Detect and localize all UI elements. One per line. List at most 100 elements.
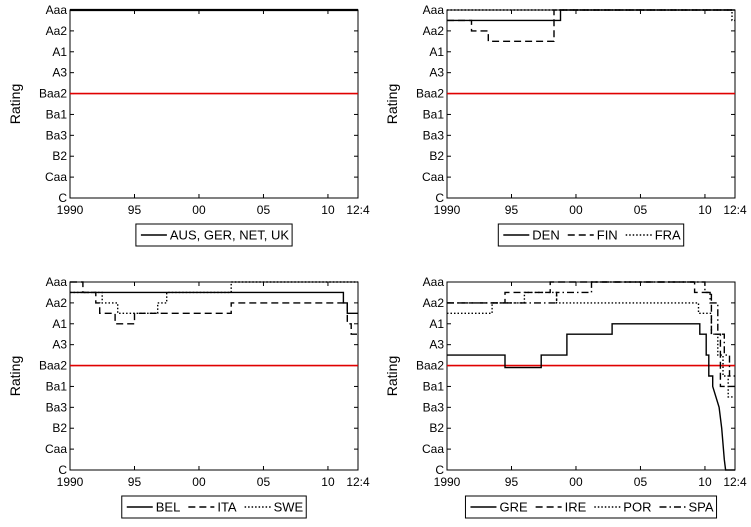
- y-axis-label: Rating: [7, 356, 23, 396]
- x-tick-label: 10: [698, 203, 712, 217]
- y-tick-label: Aa2: [423, 296, 445, 310]
- series-line-fin: [447, 9, 735, 42]
- x-tick-label: 00: [569, 203, 583, 217]
- x-tick-label: 1990: [57, 203, 84, 217]
- plot-area: [446, 9, 736, 199]
- x-tick-label: 95: [128, 203, 142, 217]
- x-tick-label: 00: [569, 475, 583, 489]
- y-tick-label: C: [58, 191, 67, 205]
- plot-area: [446, 281, 736, 471]
- legend-item: FRA: [625, 228, 681, 243]
- y-tick-label: Caa: [45, 442, 67, 456]
- x-tick-label: 12:4: [346, 203, 370, 217]
- legend-label: FRA: [655, 228, 681, 243]
- y-axis-label: Rating: [7, 84, 23, 124]
- x-tick-label: 05: [634, 203, 648, 217]
- y-tick-label: Aa2: [423, 24, 445, 38]
- x-tick-label: 10: [321, 203, 335, 217]
- y-tick-label: C: [435, 191, 444, 205]
- legend-label: FIN: [597, 228, 618, 243]
- series-line-spa: [447, 281, 735, 377]
- legend-item: BEL: [126, 500, 181, 515]
- y-tick-label: Baa2: [39, 87, 67, 101]
- x-tick-label: 95: [128, 475, 142, 489]
- y-tick-label: Aa2: [46, 24, 68, 38]
- legend-label: ITA: [217, 500, 237, 515]
- y-tick-label: Ba3: [423, 128, 445, 142]
- series-line-gre: [447, 323, 735, 471]
- y-tick-label: B2: [52, 421, 67, 435]
- legend: DEN FIN FRA: [497, 223, 685, 247]
- legend-label: DEN: [532, 228, 559, 243]
- y-tick-label: B2: [429, 149, 444, 163]
- y-tick-label: C: [58, 463, 67, 477]
- y-tick-label: Ba3: [46, 128, 68, 142]
- y-tick-label: Aaa: [423, 3, 445, 17]
- x-tick-label: 95: [505, 203, 519, 217]
- y-tick-label: Ba3: [46, 400, 68, 414]
- y-tick-label: Baa2: [416, 359, 444, 373]
- y-tick-label: B2: [52, 149, 67, 163]
- y-tick-label: A3: [52, 338, 67, 352]
- y-tick-label: A3: [52, 66, 67, 80]
- x-tick-label: 00: [192, 475, 206, 489]
- legend-label: BEL: [156, 500, 181, 515]
- y-tick-label: Ba1: [423, 379, 445, 393]
- y-axis-label: Rating: [384, 84, 400, 124]
- legend-item: FIN: [567, 228, 618, 243]
- y-tick-label: Ba1: [423, 107, 445, 121]
- legend-label: POR: [623, 500, 651, 515]
- legend: GRE IRE POR SPA: [464, 495, 718, 519]
- legend-box: [135, 223, 293, 247]
- legend-label: AUS, GER, NET, UK: [170, 228, 290, 243]
- y-tick-label: Baa2: [39, 359, 67, 373]
- legend-label: SPA: [688, 500, 713, 515]
- y-tick-label: Aaa: [46, 275, 68, 289]
- legend-item: ITA: [188, 500, 237, 515]
- legend-item: IRE: [535, 500, 587, 515]
- x-tick-label: 95: [505, 475, 519, 489]
- x-tick-label: 1990: [57, 475, 84, 489]
- y-tick-label: Ba3: [423, 400, 445, 414]
- y-tick-label: A1: [52, 45, 67, 59]
- x-tick-label: 1990: [434, 203, 461, 217]
- x-tick-label: 05: [257, 475, 271, 489]
- x-tick-label: 10: [698, 475, 712, 489]
- x-tick-label: 05: [634, 475, 648, 489]
- legend-item: DEN: [503, 228, 560, 243]
- legend-item: POR: [594, 500, 651, 515]
- y-tick-label: Aaa: [46, 3, 68, 17]
- y-tick-label: Ba1: [46, 107, 68, 121]
- legend: AUS, GER, NET, UK: [135, 223, 293, 247]
- plot-area: [69, 281, 359, 471]
- y-tick-label: A1: [429, 317, 444, 331]
- legend-box: [464, 495, 718, 519]
- legend-label: SWE: [274, 500, 304, 515]
- legend-item: GRE: [470, 500, 528, 515]
- x-tick-label: 00: [192, 203, 206, 217]
- y-tick-label: Aa2: [46, 296, 68, 310]
- legend: BEL ITA SWE: [121, 495, 307, 519]
- y-tick-label: Baa2: [416, 87, 444, 101]
- y-tick-label: B2: [429, 421, 444, 435]
- x-tick-label: 05: [257, 203, 271, 217]
- plot-area: [69, 9, 359, 199]
- y-tick-label: C: [435, 463, 444, 477]
- y-tick-label: Caa: [45, 170, 67, 184]
- y-tick-label: A1: [52, 317, 67, 331]
- x-tick-label: 1990: [434, 475, 461, 489]
- legend-item: SPA: [659, 500, 714, 515]
- x-tick-label: 12:4: [346, 475, 370, 489]
- y-tick-label: A3: [429, 338, 444, 352]
- legend-label: IRE: [565, 500, 587, 515]
- y-tick-label: Caa: [422, 170, 444, 184]
- series-line-swe: [70, 281, 358, 314]
- legend-item: SWE: [244, 500, 304, 515]
- y-tick-label: Caa: [422, 442, 444, 456]
- x-tick-label: 12:4: [723, 203, 747, 217]
